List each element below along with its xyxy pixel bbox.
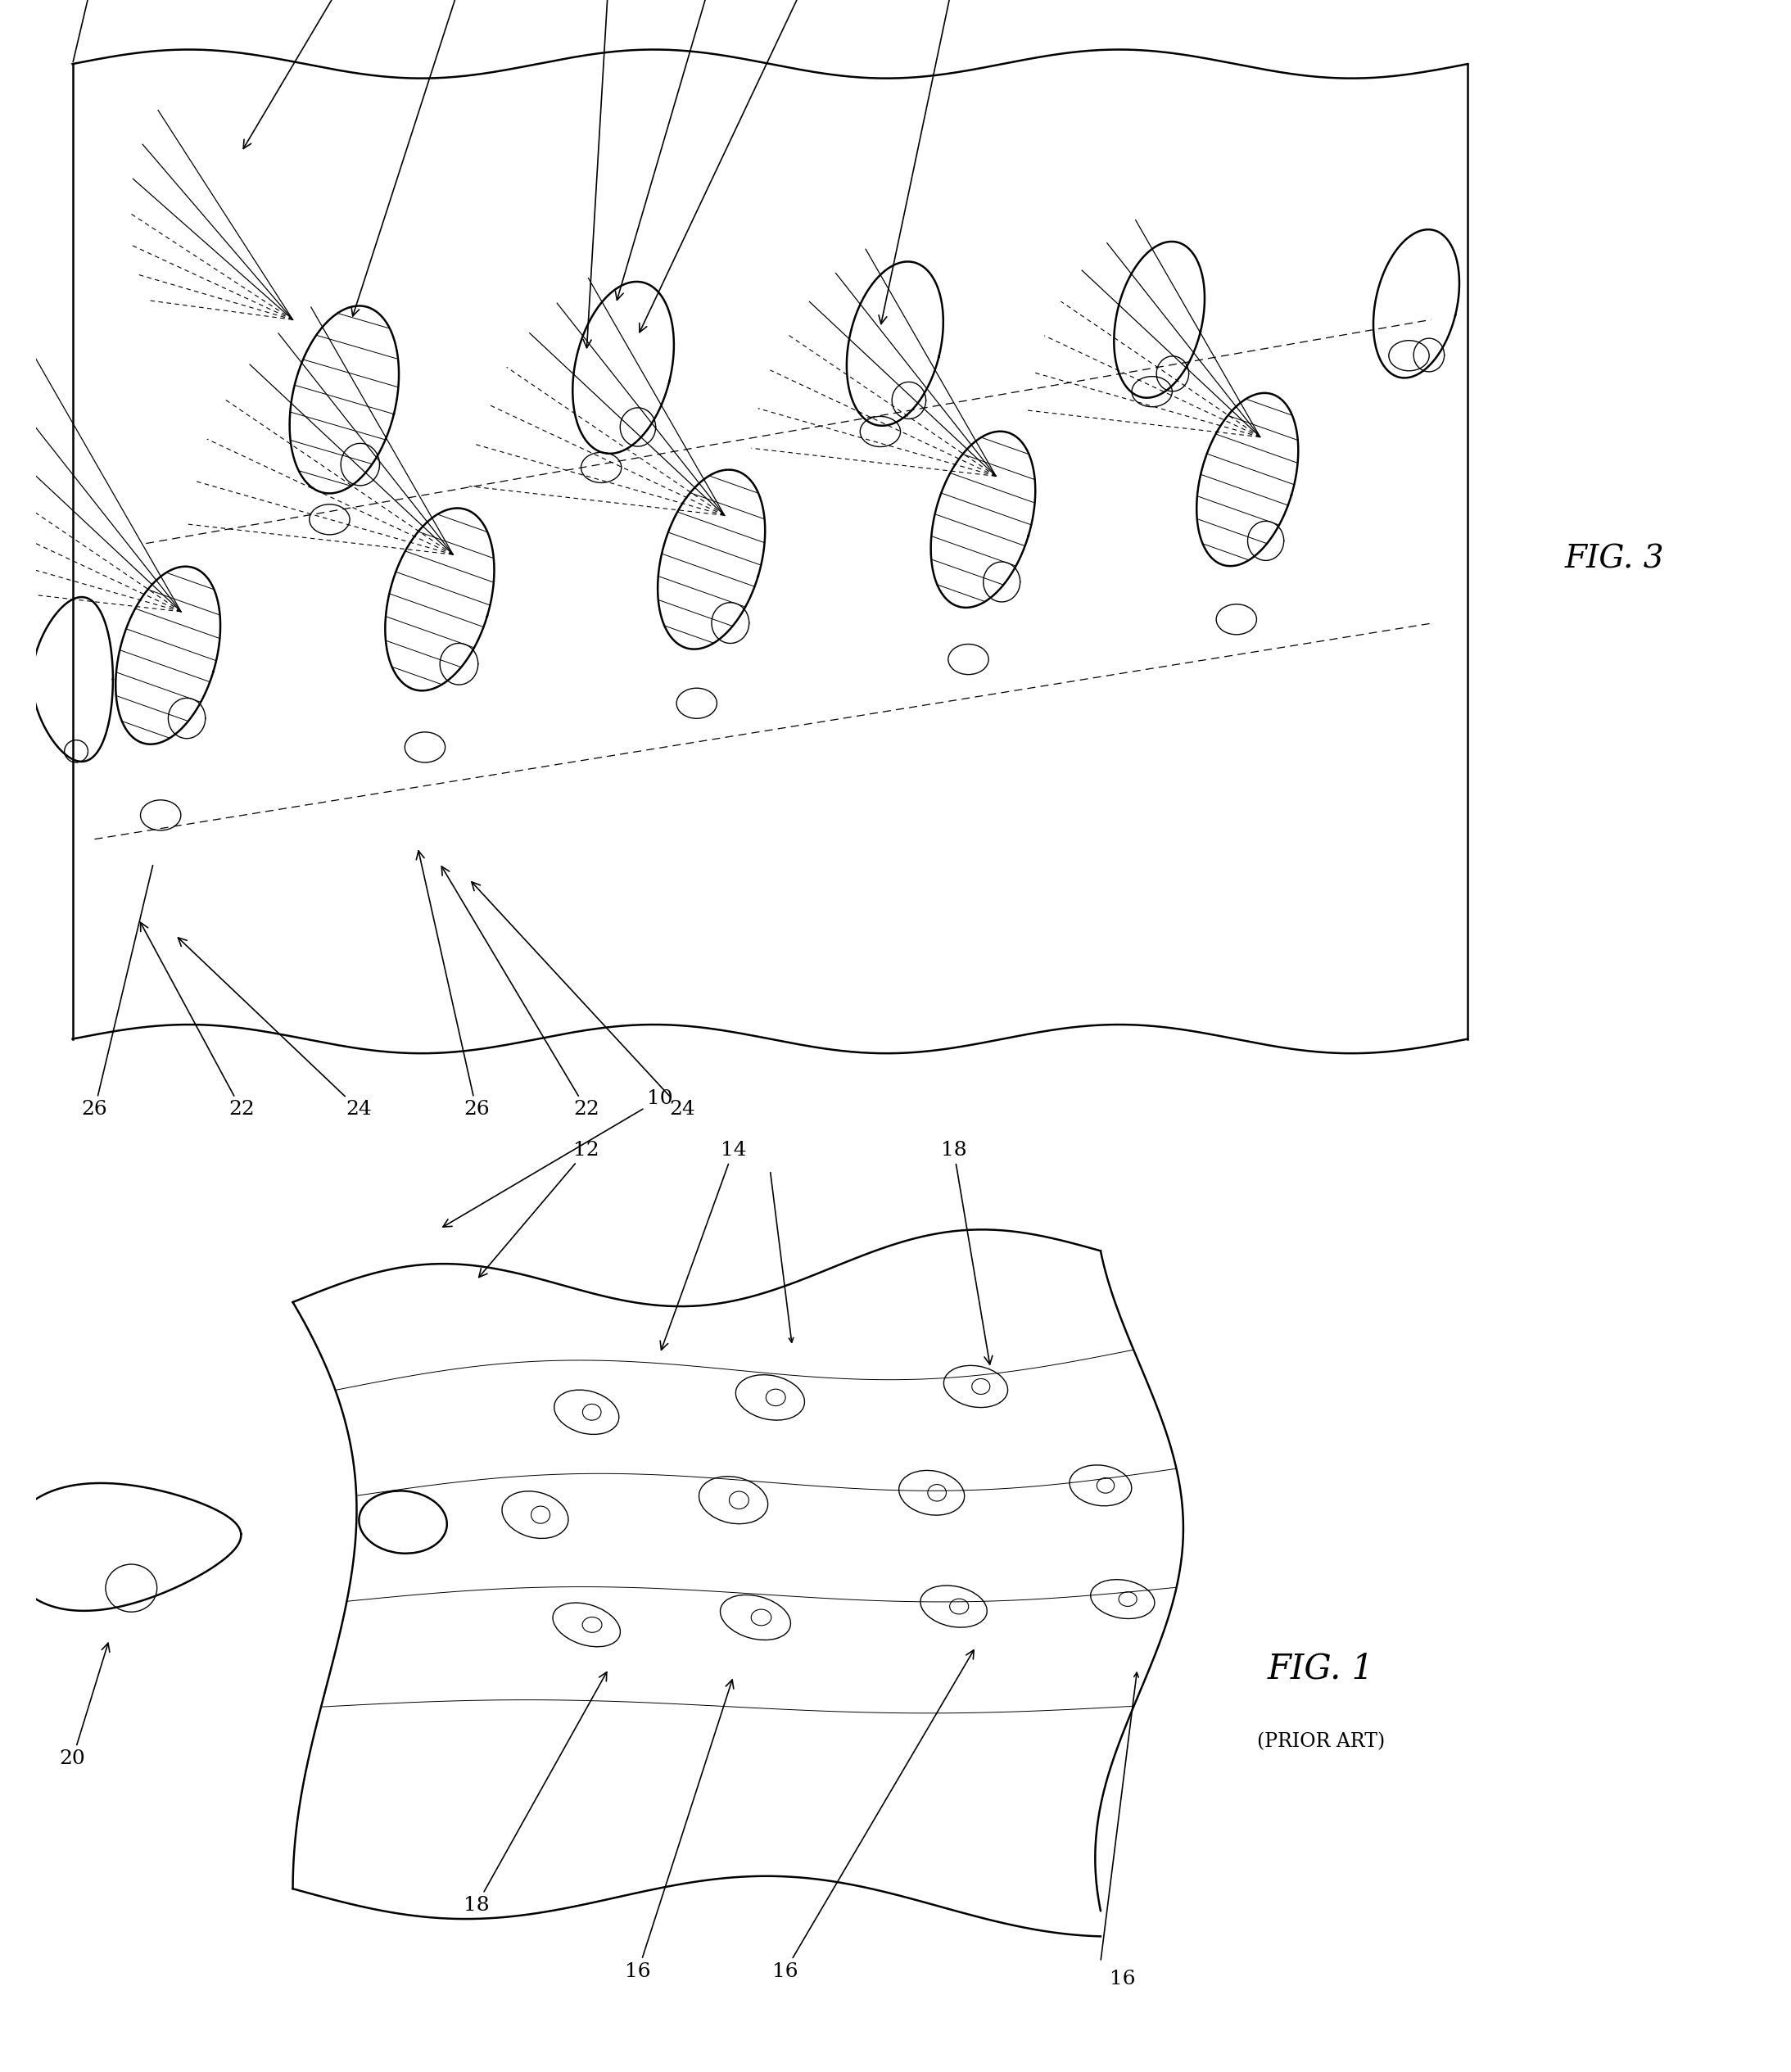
- Text: 18: 18: [940, 1142, 992, 1363]
- Text: 14: 14: [661, 1142, 747, 1351]
- Text: 22: 22: [639, 0, 820, 332]
- Text: 24: 24: [471, 883, 695, 1119]
- Text: 24: 24: [177, 939, 373, 1119]
- Text: 16: 16: [772, 1649, 974, 1981]
- Text: 20: 20: [59, 1643, 109, 1767]
- Text: 24: 24: [584, 0, 621, 348]
- Text: 16: 16: [625, 1680, 734, 1981]
- Text: 20: 20: [73, 0, 107, 62]
- Text: FIG. 3: FIG. 3: [1565, 545, 1664, 574]
- Text: 12: 12: [478, 1142, 600, 1276]
- Text: FIG. 1: FIG. 1: [1268, 1651, 1374, 1687]
- Text: 26: 26: [244, 0, 356, 149]
- Text: 26: 26: [616, 0, 724, 300]
- Text: 16: 16: [1110, 1968, 1135, 1989]
- Text: 24: 24: [879, 0, 967, 323]
- Text: 18: 18: [464, 1672, 607, 1915]
- Text: 22: 22: [442, 866, 600, 1119]
- Text: 22: 22: [351, 0, 475, 317]
- Text: 26: 26: [82, 866, 152, 1119]
- Text: 10: 10: [442, 1090, 673, 1227]
- Text: 26: 26: [416, 852, 489, 1119]
- Text: (PRIOR ART): (PRIOR ART): [1257, 1732, 1384, 1751]
- Text: 22: 22: [140, 922, 254, 1119]
